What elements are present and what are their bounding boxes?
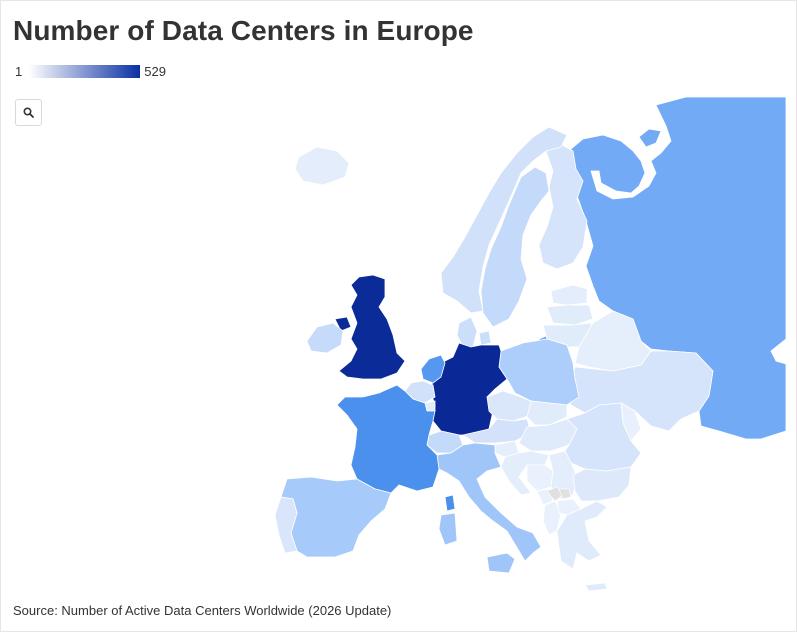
- country[interactable]: [334, 316, 352, 332]
- zoom-button[interactable]: [15, 99, 42, 126]
- country[interactable]: [556, 500, 608, 570]
- country[interactable]: [480, 166, 550, 328]
- country[interactable]: [538, 142, 588, 270]
- source-note: Source: Number of Active Data Centers Wo…: [13, 603, 392, 618]
- country[interactable]: [306, 322, 344, 354]
- country[interactable]: [440, 126, 568, 314]
- country[interactable]: [338, 274, 406, 380]
- country[interactable]: [336, 384, 440, 494]
- country[interactable]: [420, 354, 446, 384]
- country[interactable]: [500, 450, 550, 496]
- legend-gradient-bar: [28, 63, 142, 79]
- country[interactable]: [436, 442, 542, 562]
- legend-max-label: 529: [144, 63, 166, 79]
- country[interactable]: [294, 146, 350, 186]
- country[interactable]: [572, 466, 632, 502]
- country[interactable]: [274, 496, 298, 554]
- country[interactable]: [456, 316, 478, 348]
- country[interactable]: [444, 494, 456, 512]
- country[interactable]: [584, 582, 608, 592]
- country[interactable]: [526, 400, 568, 426]
- country[interactable]: [548, 450, 578, 500]
- country[interactable]: [526, 464, 554, 492]
- color-legend: 1 529: [15, 63, 166, 79]
- country[interactable]: [550, 284, 588, 306]
- country[interactable]: [478, 330, 492, 346]
- country[interactable]: [498, 338, 580, 406]
- country[interactable]: [546, 304, 594, 326]
- page-title: Number of Data Centers in Europe: [13, 15, 474, 46]
- country[interactable]: [486, 552, 516, 574]
- country[interactable]: [280, 476, 392, 558]
- country[interactable]: [638, 128, 662, 148]
- country[interactable]: [462, 418, 532, 444]
- legend-min-label: 1: [15, 63, 23, 79]
- country[interactable]: [438, 512, 458, 546]
- search-icon: [23, 107, 34, 118]
- country-no-data: [558, 488, 572, 500]
